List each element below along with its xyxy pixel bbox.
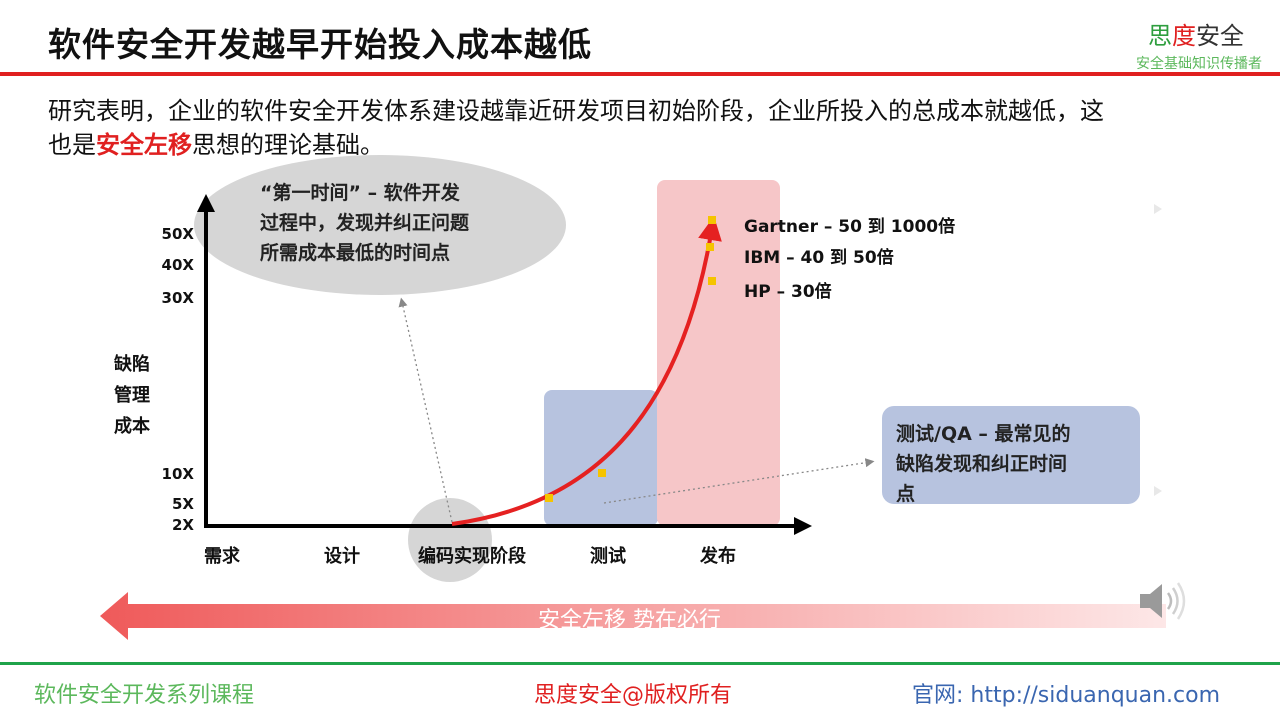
testing-callout-box [882,406,1140,504]
brand-part-1: 思 [1148,22,1172,50]
release-phase-box [657,180,780,526]
intro-line-1: 研究表明，企业的软件安全开发体系建设越靠近研发项目初始阶段，企业所投入的总成本就… [48,97,1104,125]
first-time-callout-bubble [194,155,566,295]
y-axis-label-line: 管理 [114,384,150,406]
slide-marker-icon [1154,486,1162,496]
curve-marker-hp [708,277,716,285]
y-axis-arrow [197,194,215,212]
intro-line-2-prefix: 也是 [48,131,96,159]
shift-left-highlight: 安全左移 [96,131,192,159]
cost-curve [451,216,722,526]
curve-marker-gartner [708,216,716,224]
testing-callout-line: 点 [896,483,915,505]
footer-copyright: 思度安全@版权所有 [534,683,733,708]
x-stage-label: 编码实现阶段 [418,545,527,567]
brand-part-3: 安全 [1196,22,1244,50]
release-cost-hp: HP – 30倍 [744,281,832,302]
x-stage-label: 测试 [590,545,626,567]
intro-line-2: 也是安全左移思想的理论基础。 [48,128,1238,162]
shift-left-banner-text: 安全左移 势在必行 [538,608,721,633]
x-axis-arrow [794,517,812,535]
testing-callout-line: 测试/QA – 最常见的 [896,422,1071,445]
first-time-callout-line: 过程中，发现并纠正问题 [260,211,469,234]
slide-title: 软件安全开发越早开始投入成本越低 [48,25,592,64]
testing-phase-box [544,390,658,526]
x-stage-label: 发布 [699,545,736,567]
first-time-callout-line: “第一时间” – 软件开发 [260,181,461,204]
shift-left-banner-arrow [100,592,1166,640]
curve-marker-10x [598,469,606,477]
brand-tagline: 安全基础知识传播者 [1136,56,1262,72]
footer-course-name: 软件安全开发系列课程 [34,683,255,708]
testing-callout-line: 缺陷发现和纠正时间 [896,452,1067,475]
release-cost-gartner: Gartner – 50 到 1000倍 [744,216,955,237]
first-time-callout-line: 所需成本最低的时间点 [260,241,450,264]
release-cost-ibm: IBM – 40 到 50倍 [744,247,894,268]
title-divider [0,72,1280,76]
slide-marker-icon [1154,204,1162,214]
x-stage-label: 需求 [204,545,241,567]
curve-marker-ibm [706,243,714,251]
y-axis-label-line: 成本 [114,415,150,437]
first-time-pointer [398,297,453,523]
y-tick-label: 5X [172,495,194,513]
y-tick-label: 50X [162,225,195,243]
y-tick-label: 2X [172,516,194,534]
footer-website-link[interactable]: 官网: http://siduanquan.com [912,683,1221,708]
y-axis-label-line: 缺陷 [113,353,150,375]
footer-divider [0,662,1280,665]
intro-paragraph: 研究表明，企业的软件安全开发体系建设越靠近研发项目初始阶段，企业所投入的总成本就… [48,94,1238,162]
y-tick-label: 10X [162,465,195,483]
y-tick-label: 30X [162,289,195,307]
speaker-icon[interactable] [1136,578,1188,624]
y-tick-label: 40X [162,256,195,274]
brand-part-2: 度 [1172,22,1196,50]
x-stage-label: 设计 [324,545,360,567]
intro-line-2-suffix: 思想的理论基础。 [192,131,384,159]
brand-logo: 思度安全 [1148,16,1244,51]
curve-marker-5x [545,494,553,502]
